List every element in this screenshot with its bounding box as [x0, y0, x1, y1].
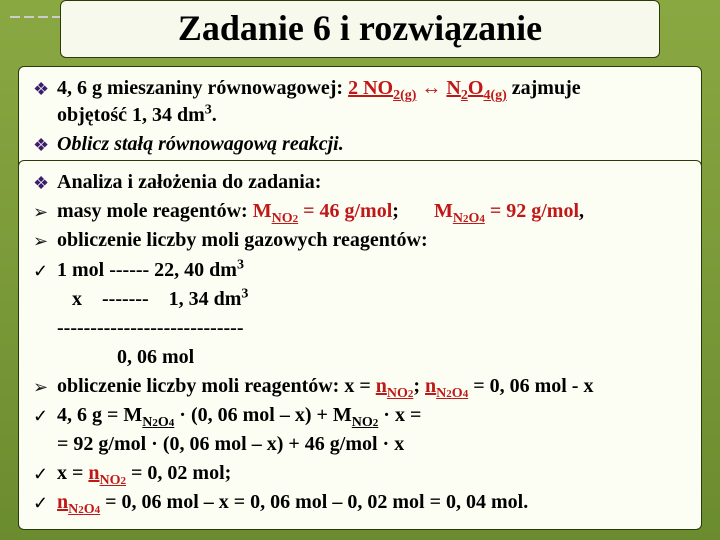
spacer: [33, 344, 57, 346]
text: ,: [579, 200, 584, 222]
diamond-icon: ❖: [33, 75, 57, 102]
spacer: [33, 315, 57, 317]
divider-row: ----------------------------: [33, 315, 687, 342]
title-box: Zadanie 6 i rozwiązanie: [60, 0, 660, 58]
check-icon: ✓: [33, 402, 57, 429]
text: · x =: [378, 404, 421, 426]
result-x-row: ✓ x = nNO2 = 0, 02 mol;: [33, 460, 687, 487]
sub: NO: [387, 386, 408, 401]
text: · (0, 06 mol – x) + M: [174, 404, 351, 426]
heading: Analiza i założenia do zadania:: [57, 169, 687, 196]
moles-calc-row: ➢ obliczenie liczby moli reagentów: x = …: [33, 373, 687, 400]
symbol: n: [88, 462, 99, 484]
text: ;: [392, 200, 434, 222]
sub: NO: [100, 473, 121, 488]
symbol: n: [425, 375, 436, 397]
text: masy mole reagentów:: [57, 200, 253, 222]
text: x ------- 1, 34 dm: [57, 288, 241, 310]
molar-mass-row: ➢ masy mole reagentów: MNO2 = 46 g/mol; …: [33, 198, 687, 225]
text: objętość: [57, 104, 132, 126]
sub: N: [453, 211, 463, 226]
text: 1 mol ------ 22, 40 dm: [57, 259, 237, 281]
solution-panel: ❖ Analiza i założenia do zadania: ➢ masy…: [18, 160, 702, 530]
text: zajmuje: [507, 77, 581, 99]
sub: N: [436, 386, 446, 401]
text: x =: [57, 462, 88, 484]
diamond-icon: ❖: [33, 169, 57, 196]
arrow-icon: ➢: [33, 373, 57, 400]
text: 4, 6 g mieszaniny równowagowej:: [57, 77, 348, 99]
problem-line-2: ❖ Oblicz stałą równowagową reakcji.: [33, 131, 687, 158]
text: = 0, 06 mol - x: [468, 375, 593, 397]
formula: N: [446, 77, 460, 99]
sup: 3: [241, 286, 248, 301]
text: obliczenie liczby moli reagentów: x =: [57, 375, 376, 397]
value: 1, 34 dm: [132, 104, 205, 126]
moles-heading-row: ➢ obliczenie liczby moli gazowych reagen…: [33, 227, 687, 254]
equation-row-2: = 92 g/mol · (0, 06 mol – x) + 46 g/mol …: [33, 431, 687, 458]
value: 0, 06 mol: [57, 344, 687, 371]
symbol: n: [57, 491, 68, 513]
sub: O: [158, 415, 169, 430]
result-n-row: ✓ nN2O4 = 0, 06 mol – x = 0, 06 mol – 0,…: [33, 489, 687, 516]
sub: 4(g): [483, 88, 506, 103]
sub: 2: [461, 88, 468, 103]
sub: NO: [352, 415, 373, 430]
text: = 92 g/mol · (0, 06 mol – x) + 46 g/mol …: [57, 431, 687, 458]
value: = 46 g/mol: [298, 200, 392, 222]
sub: 2(g): [393, 88, 416, 103]
text: ;: [413, 375, 425, 397]
sub: O: [452, 386, 463, 401]
arrow-icon: ➢: [33, 227, 57, 254]
arrow-icon: ➢: [33, 198, 57, 225]
text: 4, 6 g = M: [57, 404, 142, 426]
text: obliczenie liczby moli gazowych reagentó…: [57, 227, 687, 254]
arrow: ↔: [416, 77, 446, 99]
text: = 0, 02 mol;: [126, 462, 231, 484]
sub: O: [84, 502, 95, 517]
equation-row-1: ✓ 4, 6 g = MN2O4 · (0, 06 mol – x) + MNO…: [33, 402, 687, 429]
symbol: M: [434, 200, 453, 222]
sub: N: [142, 415, 152, 430]
check-icon: ✓: [33, 257, 57, 284]
page-title: Zadanie 6 i rozwiązanie: [61, 7, 659, 49]
sub: NO: [272, 211, 293, 226]
sup: 3: [205, 102, 212, 117]
solution-heading: ❖ Analiza i założenia do zadania:: [33, 169, 687, 196]
problem-panel: ❖ 4, 6 g mieszaniny równowagowej: 2 NO2(…: [18, 66, 702, 171]
divider: ----------------------------: [57, 315, 687, 342]
symbol: M: [253, 200, 272, 222]
proportion-row-1: ✓ 1 mol ------ 22, 40 dm3: [33, 257, 687, 284]
result-row: 0, 06 mol: [33, 344, 687, 371]
spacer: [33, 286, 57, 288]
sub: O: [468, 211, 479, 226]
spacer: [33, 431, 57, 433]
value: = 92 g/mol: [485, 200, 579, 222]
symbol: n: [376, 375, 387, 397]
text: .: [212, 104, 217, 126]
problem-line-1: ❖ 4, 6 g mieszaniny równowagowej: 2 NO2(…: [33, 75, 687, 129]
check-icon: ✓: [33, 489, 57, 516]
check-icon: ✓: [33, 460, 57, 487]
proportion-row-2: x ------- 1, 34 dm3: [33, 286, 687, 313]
text: = 0, 06 mol – x = 0, 06 mol – 0, 02 mol …: [100, 491, 528, 513]
formula: 2 NO: [348, 77, 393, 99]
sub: N: [68, 502, 78, 517]
sup: 3: [237, 257, 244, 272]
question: Oblicz stałą równowagową reakcji.: [57, 131, 687, 158]
diamond-icon: ❖: [33, 131, 57, 158]
formula: O: [468, 77, 484, 99]
